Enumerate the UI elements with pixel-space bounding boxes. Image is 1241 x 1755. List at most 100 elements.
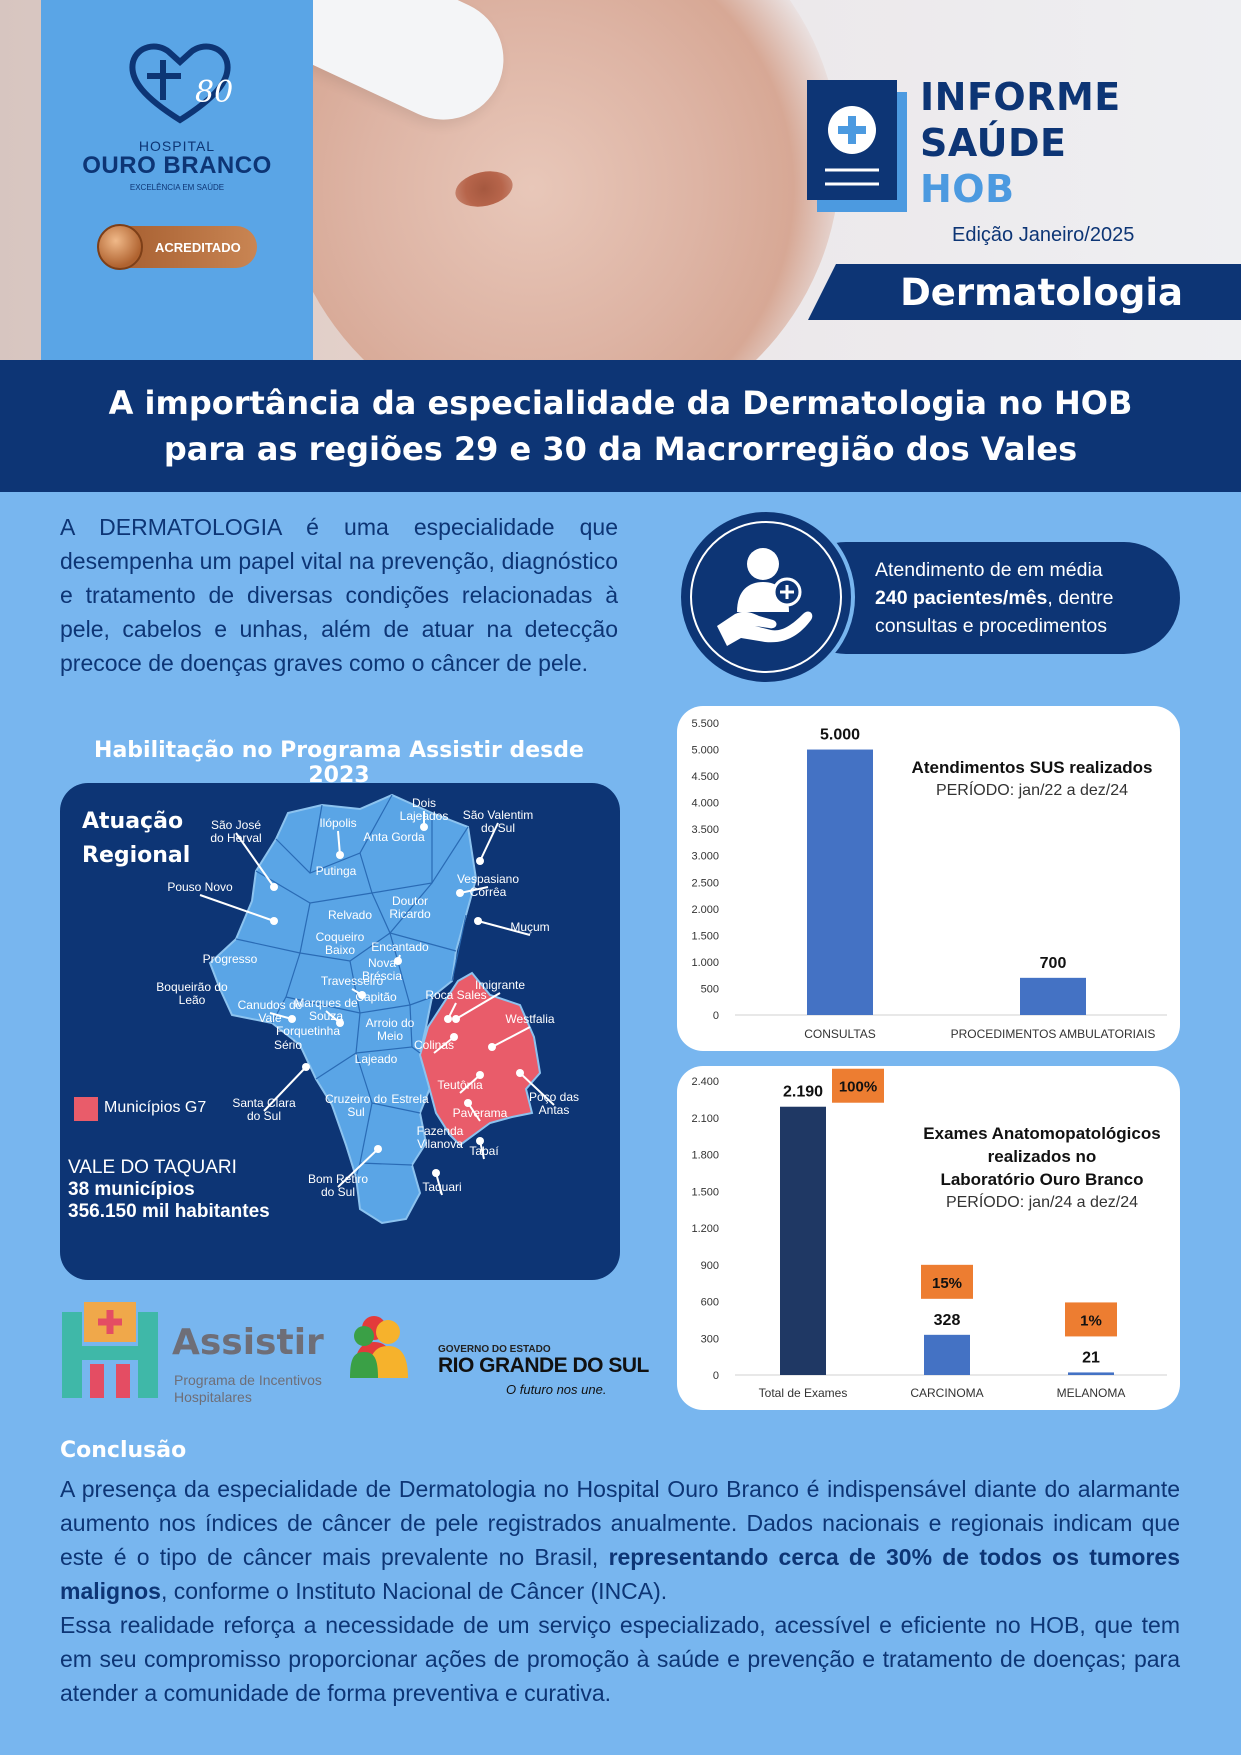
y-tick-label: 2.400 — [691, 1076, 719, 1088]
map-leader-line — [519, 1072, 555, 1106]
map-title-line1: Atuação — [82, 809, 184, 834]
bar-value-label: 328 — [934, 1312, 961, 1329]
map-label-21: Capitão — [355, 990, 397, 1004]
map-dot — [270, 917, 278, 925]
conclusion-text: A presença da especialidade de Dermatolo… — [60, 1472, 1180, 1710]
y-tick-label: 0 — [713, 1010, 719, 1022]
bar-consultas — [807, 749, 873, 1015]
y-tick-label: 5.000 — [691, 745, 719, 757]
patients-highlight: 240 pacientes/mês — [875, 587, 1048, 609]
map-label-text: Paverama — [453, 1106, 508, 1120]
municipality-boundary-0 — [275, 794, 393, 874]
region-summary: VALE DO TAQUARI 38 municípios 356.150 mi… — [68, 1157, 298, 1223]
y-tick-label: 3.000 — [691, 851, 719, 863]
map-label-28: Teutônia — [437, 1071, 484, 1094]
bar-value-label: 5.000 — [820, 727, 860, 744]
patient-care-badge — [677, 508, 855, 686]
map-label-text: Ilópolis — [319, 816, 356, 830]
chart1-title-block: Atendimentos SUS realizados PERÍODO: jan… — [897, 756, 1167, 802]
conclusion-part1: A presença da especialidade de Dermatolo… — [60, 1476, 1180, 1570]
map-label-7: Pouso Novo — [167, 880, 278, 925]
intro-paragraph: A DERMATOLOGIA é uma especialidade que d… — [60, 514, 618, 676]
map-dot — [444, 1015, 452, 1023]
assistir-subtitle: Programa de Incentivos Hospitalares — [174, 1372, 322, 1406]
y-tick-label: 0 — [713, 1370, 719, 1382]
map-label-text: do Sul — [481, 821, 515, 835]
y-tick-label: 2.000 — [691, 904, 719, 916]
map-label-text: Arroio do — [366, 1016, 415, 1030]
assistir-sub-line2: Hospitalares — [174, 1389, 252, 1405]
map-label-3: Anta Gorda — [363, 830, 425, 844]
bar-value-label: 700 — [1040, 955, 1067, 972]
map-dot — [464, 1099, 472, 1107]
map-label-5: Putinga — [316, 864, 357, 878]
map-label-text: Encantado — [371, 940, 429, 954]
map-label-text: Dois — [412, 796, 436, 810]
hospital-brand-panel: 80 ANOS HOSPITAL OURO BRANCO EXCELÊNCIA … — [41, 0, 313, 360]
map-label-text: Relvado — [328, 908, 372, 922]
pathology-exams-chart: 0 300 600 900 1.200 1.500 1.800 2.100 2.400 2.190… — [691, 1068, 1167, 1400]
map-title-line2: Regional — [82, 843, 191, 868]
map-dot — [476, 1071, 484, 1079]
bar-value-label: 2.190 — [783, 1084, 823, 1101]
patients-line2-rest: , dentre — [1047, 587, 1114, 609]
map-label-text: Vespasiano — [457, 872, 519, 886]
edition-label: Edição Janeiro/2025 — [952, 224, 1135, 246]
map-label-text: Corrêa — [470, 885, 507, 899]
map-label-text: Fazenda — [417, 1124, 464, 1138]
rs-slogan: O futuro nos une. — [506, 1382, 607, 1397]
percent-badge — [1065, 1302, 1117, 1337]
x-category-label: CONSULTAS — [804, 1027, 876, 1041]
g7-legend-swatch — [74, 1097, 98, 1121]
y-tick-label: 3.500 — [691, 824, 719, 836]
y-tick-label: 2.500 — [691, 877, 719, 889]
map-label-text: Sério — [274, 1038, 302, 1052]
map-dot — [270, 883, 278, 891]
map-label-9: Relvado — [328, 908, 372, 922]
chart1-title: Atendimentos SUS realizados — [911, 758, 1153, 777]
percent-badge — [832, 1068, 884, 1103]
map-label-text: Meio — [377, 1029, 403, 1043]
municipality-boundary-10 — [389, 932, 411, 1006]
specialty-banner: Dermatologia — [808, 264, 1241, 320]
map-label-text: Estrela — [391, 1092, 429, 1106]
rs-state-name: RIO GRANDE DO SUL — [438, 1354, 649, 1377]
map-dot — [476, 1137, 484, 1145]
map-label-text: Westfalia — [505, 1012, 554, 1026]
municipality-boundary-14 — [411, 1046, 421, 1054]
chart2-title-line2: realizados no — [987, 1147, 1097, 1166]
map-dot — [456, 889, 464, 897]
x-category-label: CARCINOMA — [910, 1386, 983, 1400]
map-leader-line — [337, 1148, 379, 1188]
map-label-text: Baixo — [325, 943, 355, 957]
map-label-33: Paverama — [453, 1099, 508, 1122]
g7-legend-label: Municípios G7 — [104, 1099, 207, 1116]
chart1-period: PERÍODO: jan/22 a dez/24 — [935, 782, 1129, 799]
map-label-text: Roca Sales — [425, 988, 486, 1002]
map-label-text: do Herval — [210, 831, 261, 845]
accreditation-badge: ACREDITADO — [97, 224, 257, 270]
x-category-label: Total de Exames — [759, 1386, 848, 1400]
conclusion-part3: Essa realidade reforça a necessidade de … — [60, 1612, 1180, 1706]
y-tick-label: 1.500 — [691, 1186, 719, 1198]
map-label-text: Canudos do — [238, 998, 303, 1012]
map-leader-line — [263, 1066, 307, 1112]
newsletter-title-line1: INFORME — [920, 75, 1121, 119]
y-tick-label: 600 — [701, 1297, 719, 1309]
program-enrollment-heading: Habilitação no Programa Assistir desde 2… — [94, 738, 584, 788]
map-leader-line — [455, 992, 501, 1020]
map-label-31: Estrela — [391, 1092, 429, 1106]
map-label-text: Leão — [179, 993, 206, 1007]
percent-badge-label: 100% — [839, 1079, 877, 1096]
patient-circle-ring — [690, 521, 842, 673]
conclusion-part2: , conforme o Instituto Nacional de Cânce… — [160, 1578, 668, 1604]
patients-line2: 240 pacientes/mês, dentre — [875, 584, 1175, 612]
map-label-text: Poço das — [529, 1090, 579, 1104]
map-label-text: Progresso — [203, 952, 258, 966]
rs-government-label: GOVERNO DO ESTADO — [438, 1344, 551, 1355]
region-name: VALE DO TAQUARI — [68, 1157, 237, 1178]
